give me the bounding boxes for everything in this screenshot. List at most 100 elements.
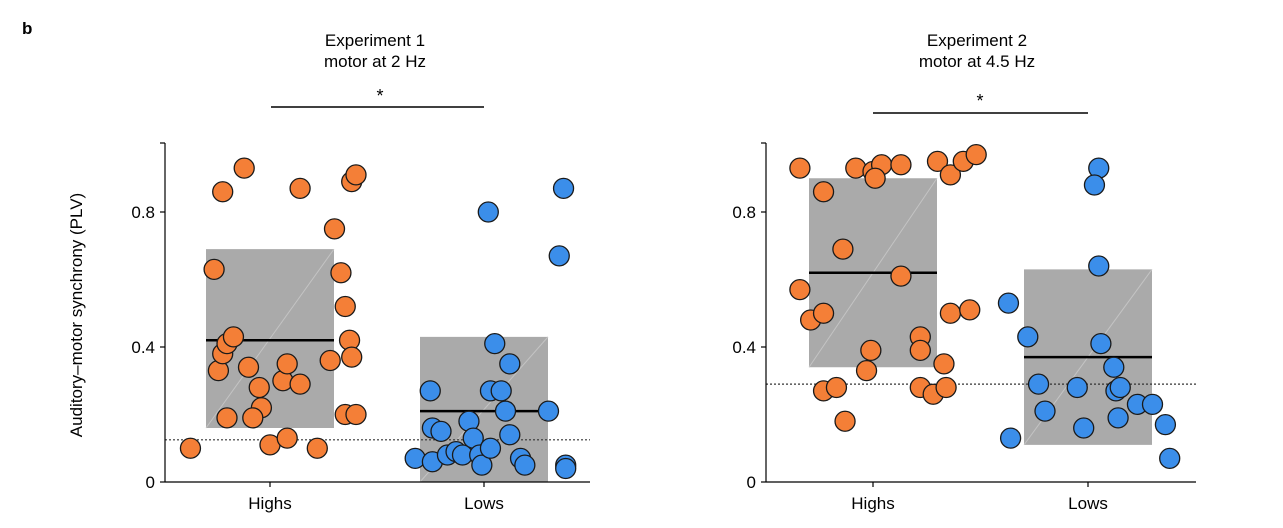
data-point-lows [494, 400, 517, 422]
panel-1-ytick-0: 0 [146, 473, 155, 492]
data-point-lows [430, 420, 452, 443]
panel-1-y-tick-labels: 0 0.4 0.8 [131, 203, 155, 492]
data-point-highs [276, 353, 298, 375]
data-point-highs [909, 339, 931, 362]
panel-2-subtitle: motor at 4.5 Hz [919, 52, 1035, 71]
data-point-lows [1066, 376, 1088, 399]
panel-2-ytick-1: 0.4 [732, 338, 756, 357]
panel-1-title: Experiment 1 [325, 31, 425, 50]
data-point-highs [334, 295, 356, 318]
data-point-lows [477, 201, 499, 223]
panel-experiment-2: Experiment 2 motor at 4.5 Hz * 0 0.4 0.8… [732, 31, 1196, 513]
data-point-highs [789, 157, 811, 179]
data-point-lows [419, 380, 441, 402]
box-diagonal-highs [205, 248, 335, 429]
data-point-highs [242, 407, 264, 429]
data-point-lows [1088, 255, 1110, 277]
data-point-lows [499, 353, 521, 375]
data-point-lows [537, 400, 560, 422]
data-point-highs [812, 181, 835, 203]
data-point-lows [1073, 417, 1095, 439]
data-point-highs [203, 258, 225, 281]
panel-2-ytick-0: 0 [747, 473, 756, 492]
data-point-highs [926, 150, 949, 173]
panel-2-plot-area [761, 142, 1196, 487]
data-point-lows [1090, 332, 1112, 355]
data-point-lows [471, 454, 493, 476]
data-point-lows [1103, 356, 1125, 378]
panel-label: b [22, 19, 32, 38]
data-point-lows [479, 437, 502, 459]
panel-1-ytick-2: 0.8 [131, 203, 155, 222]
panel-1-significance-marker: * [376, 86, 383, 106]
data-point-lows [1017, 326, 1039, 348]
data-point-highs [330, 262, 352, 284]
data-point-highs [860, 339, 882, 362]
data-point-highs [276, 427, 298, 449]
data-point-lows [548, 245, 570, 267]
data-point-lows [555, 457, 577, 480]
data-point-highs [319, 349, 341, 372]
data-point-highs [855, 359, 878, 382]
panel-1-subtitle: motor at 2 Hz [324, 52, 426, 71]
panel-2-xtick-highs: Highs [851, 494, 894, 513]
panel-2-y-tick-labels: 0 0.4 0.8 [732, 203, 756, 492]
data-point-highs [864, 167, 886, 189]
panel-experiment-1: Experiment 1 motor at 2 Hz * Auditory–mo… [67, 31, 590, 513]
data-point-lows [499, 424, 521, 446]
panel-2-xtick-lows: Lows [1068, 494, 1108, 513]
data-point-lows [997, 292, 1020, 314]
data-point-highs [825, 376, 848, 399]
panel-1-xtick-highs: Highs [248, 494, 291, 513]
data-point-highs [959, 299, 981, 321]
panel-1-xtick-lows: Lows [464, 494, 504, 513]
data-point-highs [845, 157, 867, 179]
data-point-highs [237, 356, 260, 378]
data-point-highs [939, 164, 962, 186]
data-point-highs [233, 157, 255, 179]
data-point-highs [812, 302, 835, 324]
data-point-highs [289, 373, 311, 395]
data-point-lows [484, 332, 506, 355]
y-axis-label: Auditory–motor synchrony (PLV) [67, 193, 86, 437]
data-point-highs [222, 326, 245, 348]
data-point-highs [345, 164, 367, 186]
panel-1-ytick-1: 0.4 [131, 338, 155, 357]
data-point-lows [1159, 447, 1181, 470]
data-point-lows [1027, 373, 1050, 395]
data-point-lows [490, 380, 512, 402]
data-point-lows [404, 447, 426, 470]
data-point-lows [1034, 400, 1056, 422]
data-point-highs [890, 154, 912, 176]
data-point-highs [789, 278, 811, 301]
panel-2-title: Experiment 2 [927, 31, 1027, 50]
data-point-highs [216, 407, 238, 429]
panel-2-ytick-2: 0.8 [732, 203, 756, 222]
data-point-highs [832, 238, 854, 260]
data-point-lows [1109, 376, 1131, 399]
panel-2-significance-marker: * [976, 91, 983, 111]
data-point-highs [933, 353, 955, 375]
data-point-highs [935, 376, 957, 399]
data-point-highs [179, 437, 202, 459]
data-point-lows [552, 177, 575, 200]
data-point-highs [289, 177, 311, 200]
data-point-lows [514, 454, 536, 476]
data-point-highs [939, 302, 962, 324]
data-point-highs [345, 403, 367, 426]
data-point-lows [1083, 174, 1106, 196]
data-point-highs [323, 218, 346, 240]
data-point-highs [248, 376, 270, 399]
panel-1-plot-area [160, 142, 590, 487]
data-point-lows [1154, 413, 1177, 436]
data-point-lows [1141, 393, 1164, 416]
data-point-lows [1107, 407, 1129, 429]
data-point-highs [306, 437, 328, 459]
data-point-highs [341, 346, 363, 368]
data-point-highs [965, 143, 987, 166]
data-point-highs [212, 181, 234, 203]
data-point-highs [890, 265, 912, 287]
data-point-highs [834, 410, 856, 432]
data-point-lows [999, 427, 1022, 449]
